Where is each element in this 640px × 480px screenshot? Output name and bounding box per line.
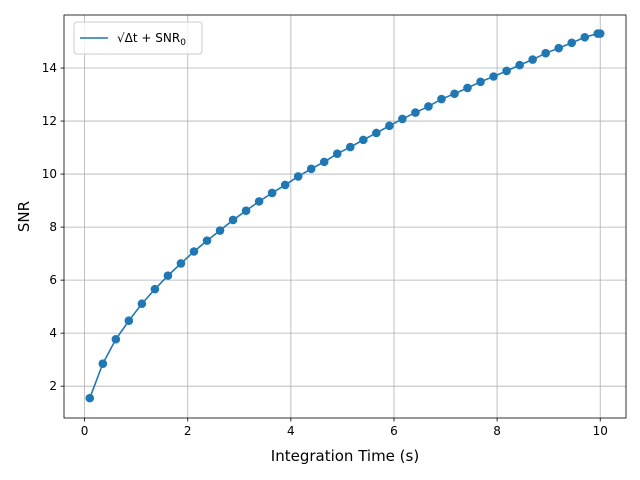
data-point [215, 226, 225, 235]
y-tick-label: 2 [49, 379, 57, 393]
data-point [437, 94, 446, 104]
data-point [319, 157, 329, 167]
data-point [306, 164, 316, 174]
legend-label-main: √Δt + SNR [117, 31, 180, 45]
data-point [595, 29, 605, 38]
y-tick-label: 10 [42, 167, 57, 181]
data-series [85, 29, 605, 403]
data-point [398, 114, 407, 124]
x-tick-label: 4 [287, 424, 295, 438]
data-point [202, 236, 212, 245]
data-point [189, 247, 199, 256]
data-point [332, 149, 342, 158]
data-point [267, 188, 277, 198]
data-point [372, 128, 381, 138]
x-axis-label: Integration Time (s) [271, 447, 419, 465]
data-point [424, 102, 433, 111]
data-point [359, 135, 368, 145]
x-tick-label: 0 [81, 424, 89, 438]
data-point [176, 259, 186, 268]
data-point [345, 142, 355, 152]
legend-label: √Δt + SNR0 [117, 31, 186, 48]
axis-ticks: 0 2 4 6 8 10 2 4 6 8 10 12 14 [42, 61, 608, 438]
y-tick-label: 6 [49, 273, 57, 287]
y-tick-label: 12 [42, 114, 57, 128]
data-point [515, 60, 524, 70]
data-point [554, 43, 563, 53]
legend-box [73, 21, 203, 55]
data-point [254, 197, 264, 206]
data-point [280, 180, 290, 190]
data-point [98, 359, 108, 368]
data-point [502, 66, 511, 76]
legend: √Δt + SNR0 [73, 21, 203, 55]
data-point [124, 316, 134, 325]
series-line [89, 32, 601, 399]
data-point [228, 215, 238, 225]
y-tick-label: 4 [49, 326, 57, 340]
data-point [541, 48, 550, 58]
data-point [293, 172, 303, 181]
data-point [528, 55, 537, 64]
data-point [580, 32, 590, 42]
x-tick-label: 6 [390, 424, 398, 438]
data-point [137, 299, 147, 309]
legend-label-subscript: 0 [180, 38, 186, 48]
x-tick-label: 8 [493, 424, 501, 438]
data-point [241, 206, 251, 215]
data-point [163, 271, 173, 280]
y-tick-label: 14 [42, 61, 57, 75]
data-point [411, 108, 420, 117]
y-tick-label: 8 [49, 220, 57, 234]
data-point [85, 393, 95, 403]
x-tick-label: 2 [184, 424, 192, 438]
data-point [150, 284, 160, 294]
y-axis-label: SNR [15, 201, 33, 232]
data-point [385, 121, 394, 131]
x-tick-label: 10 [593, 424, 608, 438]
data-point [463, 83, 472, 93]
plot-area-frame [63, 14, 627, 419]
data-point [111, 334, 121, 344]
data-point [567, 38, 577, 48]
data-point [476, 77, 485, 87]
data-point [489, 72, 498, 81]
data-point [450, 89, 459, 99]
grid [64, 15, 626, 418]
